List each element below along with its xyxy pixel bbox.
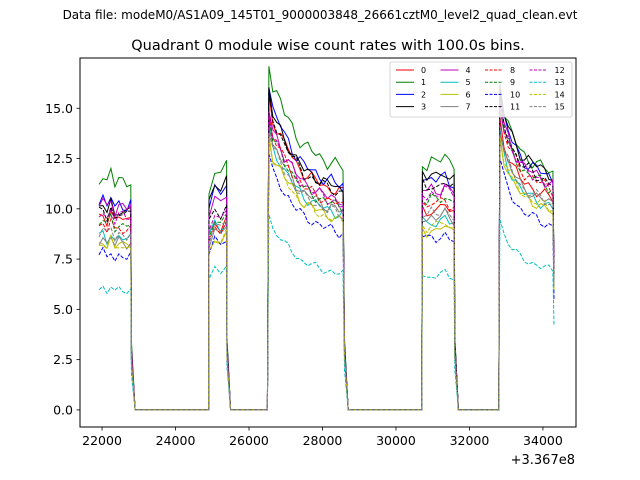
x-tick-label: 30000: [376, 433, 416, 448]
series-line-0: [98, 92, 555, 411]
legend-label-2: 2: [421, 90, 426, 99]
axes-frame: [79, 57, 577, 428]
y-tick-label: 5.0: [53, 302, 73, 317]
x-tick-label: 34000: [523, 433, 563, 448]
y-tick-label: 2.5: [53, 352, 73, 367]
series-line-15: [98, 132, 555, 411]
y-tick-label: 7.5: [53, 252, 73, 267]
y-tick-label: 10.0: [45, 201, 73, 216]
legend-label-15: 15: [555, 103, 565, 112]
legend-label-14: 14: [555, 90, 565, 99]
legend-label-9: 9: [510, 78, 515, 87]
legend-label-6: 6: [466, 90, 471, 99]
series-line-10: [98, 153, 555, 411]
y-tick-label: 12.5: [45, 151, 73, 166]
y-tick-label: 0.0: [53, 402, 73, 417]
x-tick-label: 26000: [229, 433, 269, 448]
series-line-12: [98, 105, 555, 411]
series-line-4: [98, 102, 555, 411]
figure-suptitle: Data file: modeM0/AS1A09_145T01_90000038…: [63, 8, 578, 22]
legend-label-10: 10: [510, 90, 520, 99]
series-line-13: [98, 214, 555, 411]
chart-title: Quadrant 0 module wise count rates with …: [131, 38, 525, 54]
legend-label-5: 5: [466, 78, 471, 87]
legend-label-1: 1: [421, 78, 426, 87]
legend-label-0: 0: [421, 66, 426, 75]
series-line-14: [98, 136, 555, 411]
series-line-11: [98, 89, 555, 411]
legend-label-7: 7: [466, 103, 471, 112]
series-line-7: [98, 127, 555, 411]
y-axis: 0.0 2.5 5.0 7.5 10.0 12.5 15.0: [45, 101, 80, 417]
legend-label-11: 11: [510, 103, 520, 112]
series-line-8: [98, 106, 555, 411]
series-line-2: [98, 87, 555, 411]
x-tick-label: 28000: [303, 433, 343, 448]
plot-area: [98, 66, 555, 411]
legend-label-12: 12: [555, 66, 565, 75]
x-offset-label: +3.367e8: [511, 453, 575, 468]
y-tick-label: 15.0: [45, 101, 73, 116]
x-tick-label: 24000: [156, 433, 196, 448]
series-line-1: [98, 66, 555, 411]
x-tick-label: 22000: [82, 433, 122, 448]
legend-label-8: 8: [510, 66, 515, 75]
series-line-9: [98, 108, 555, 411]
legend-box: [389, 61, 573, 118]
x-tick-label: 32000: [450, 433, 490, 448]
legend-label-4: 4: [466, 66, 471, 75]
legend-label-3: 3: [421, 103, 426, 112]
series-line-3: [98, 84, 555, 411]
x-axis: 22000 24000 26000 28000 30000 32000 34000: [82, 427, 563, 448]
legend-label-13: 13: [555, 78, 565, 87]
